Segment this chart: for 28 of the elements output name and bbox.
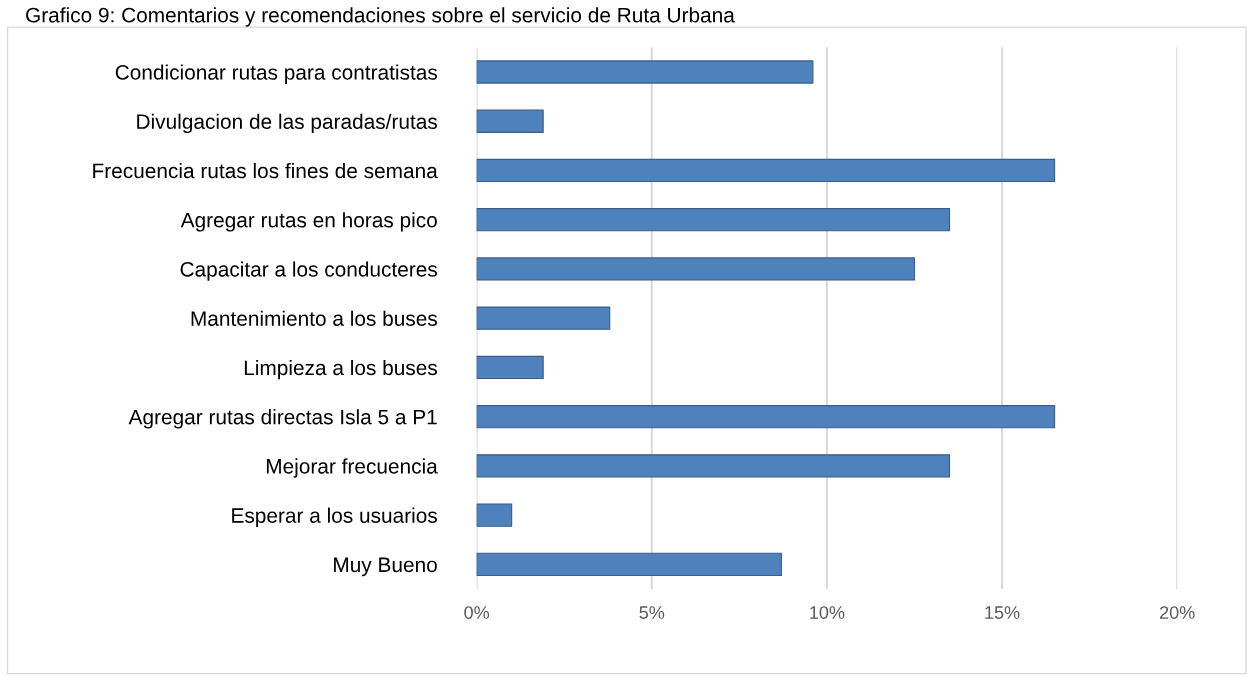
bar [476, 208, 951, 232]
y-tick-label: Agregar rutas en horas pico [180, 212, 437, 232]
bar [476, 503, 513, 527]
bar [476, 454, 951, 478]
bar [476, 60, 814, 84]
y-tick-label: Capacitar a los conducteres [180, 261, 438, 281]
y-tick-label: Mejorar frecuencia [266, 458, 438, 478]
x-tick-label: 0% [464, 606, 490, 619]
bar [476, 552, 782, 577]
bar [476, 306, 611, 330]
y-tick-label: Mantenimiento a los buses [191, 310, 438, 326]
x-tick-label: 5% [639, 606, 665, 619]
y-tick-label: Agregar rutas directas Isla 5 a P1 [128, 409, 437, 429]
bar [476, 158, 1056, 183]
y-tick-label: Esperar a los usuarios [232, 507, 437, 528]
y-tick-label: Limpieza a los buses [244, 359, 437, 380]
y-tick-label: Condicionar rutas para contratistas [115, 64, 438, 84]
bar [476, 355, 544, 380]
bar [476, 257, 916, 281]
bar [476, 109, 544, 133]
x-tick-label: 20% [1160, 606, 1195, 619]
bar [476, 405, 1056, 429]
y-tick-label: Muy Bueno [334, 557, 437, 577]
x-tick-label: 15% [985, 606, 1020, 619]
chart-title: Grafico 9: Comentarios y recomendaciones sobre el servicio de Ruta Urbana [26, 7, 735, 27]
x-tick-label: 10% [810, 606, 845, 619]
y-tick-label: Divulgacion de las paradas/rutas [137, 113, 438, 134]
y-tick-label: Frecuencia rutas los fines de semana [93, 162, 438, 179]
